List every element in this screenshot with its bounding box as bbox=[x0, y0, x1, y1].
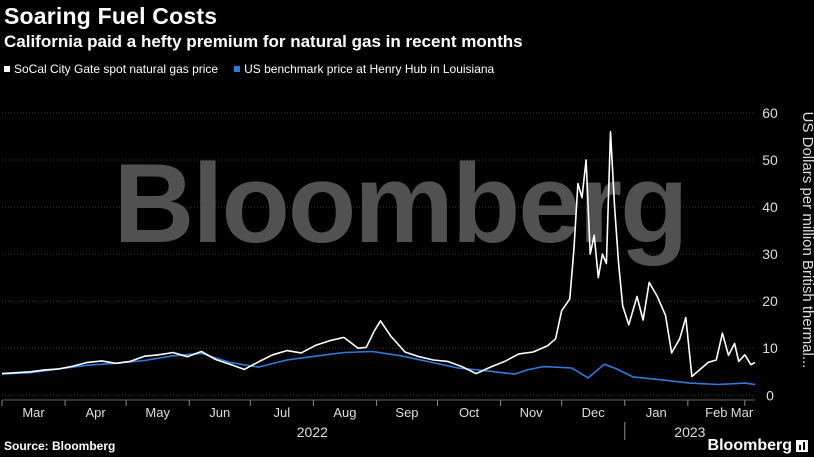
x-tick-label-aug-5: Aug bbox=[333, 405, 356, 420]
footer-brand-text: Bloomberg bbox=[707, 437, 792, 454]
legend-item-socal: SoCal City Gate spot natural gas price bbox=[4, 62, 218, 76]
footer-brand: Bloomberg bbox=[708, 437, 808, 455]
y-tick-label-30: 30 bbox=[762, 246, 778, 262]
x-tick-label-dec-9: Dec bbox=[582, 405, 606, 420]
x-tick-label-mar-12: Mar bbox=[731, 405, 754, 420]
x-tick-label-sep-6: Sep bbox=[395, 405, 418, 420]
x-tick-label-jan-10: Jan bbox=[646, 405, 667, 420]
bloomberg-chart-icon bbox=[796, 440, 808, 452]
legend-item-henry: US benchmark price at Henry Hub in Louis… bbox=[234, 62, 494, 76]
x-tick-label-jul-4: Jul bbox=[274, 405, 291, 420]
y-tick-label-50: 50 bbox=[762, 152, 778, 168]
x-tick-label-feb-11: Feb bbox=[705, 405, 727, 420]
source-note: Source: Bloomberg bbox=[4, 439, 116, 453]
y-tick-label-10: 10 bbox=[762, 340, 778, 356]
series-line-socal bbox=[1, 131, 756, 378]
y-tick-label-40: 40 bbox=[762, 199, 778, 215]
y-tick-label-60: 60 bbox=[762, 105, 778, 121]
y-tick-label-0: 0 bbox=[766, 387, 774, 403]
legend-label-socal: SoCal City Gate spot natural gas price bbox=[14, 62, 219, 76]
year-label-2022: 2022 bbox=[297, 424, 328, 440]
legend-swatch-henry bbox=[234, 66, 241, 72]
x-tick-label-apr-1: Apr bbox=[85, 405, 106, 420]
legend-label-henry: US benchmark price at Henry Hub in Louis… bbox=[244, 62, 495, 76]
bloomberg-watermark: Bloomberg bbox=[113, 141, 686, 266]
legend: SoCal City Gate spot natural gas price U… bbox=[4, 62, 494, 76]
y-tick-label-20: 20 bbox=[762, 293, 778, 309]
x-tick-label-nov-8: Nov bbox=[520, 405, 544, 420]
legend-swatch-socal bbox=[4, 66, 10, 72]
x-tick-label-may-2: May bbox=[145, 405, 170, 420]
x-tick-label-mar-0: Mar bbox=[22, 405, 45, 420]
chart-title: Soaring Fuel Costs bbox=[4, 3, 218, 29]
x-tick-label-oct-7: Oct bbox=[459, 405, 480, 420]
chart-subtitle: California paid a hefty premium for natu… bbox=[4, 32, 523, 51]
y-axis-label: US Dollars per million British thermal..… bbox=[799, 112, 814, 369]
series-line-henry bbox=[1, 350, 756, 386]
year-label-2023: 2023 bbox=[674, 424, 705, 440]
x-tick-label-jun-3: Jun bbox=[209, 405, 230, 420]
